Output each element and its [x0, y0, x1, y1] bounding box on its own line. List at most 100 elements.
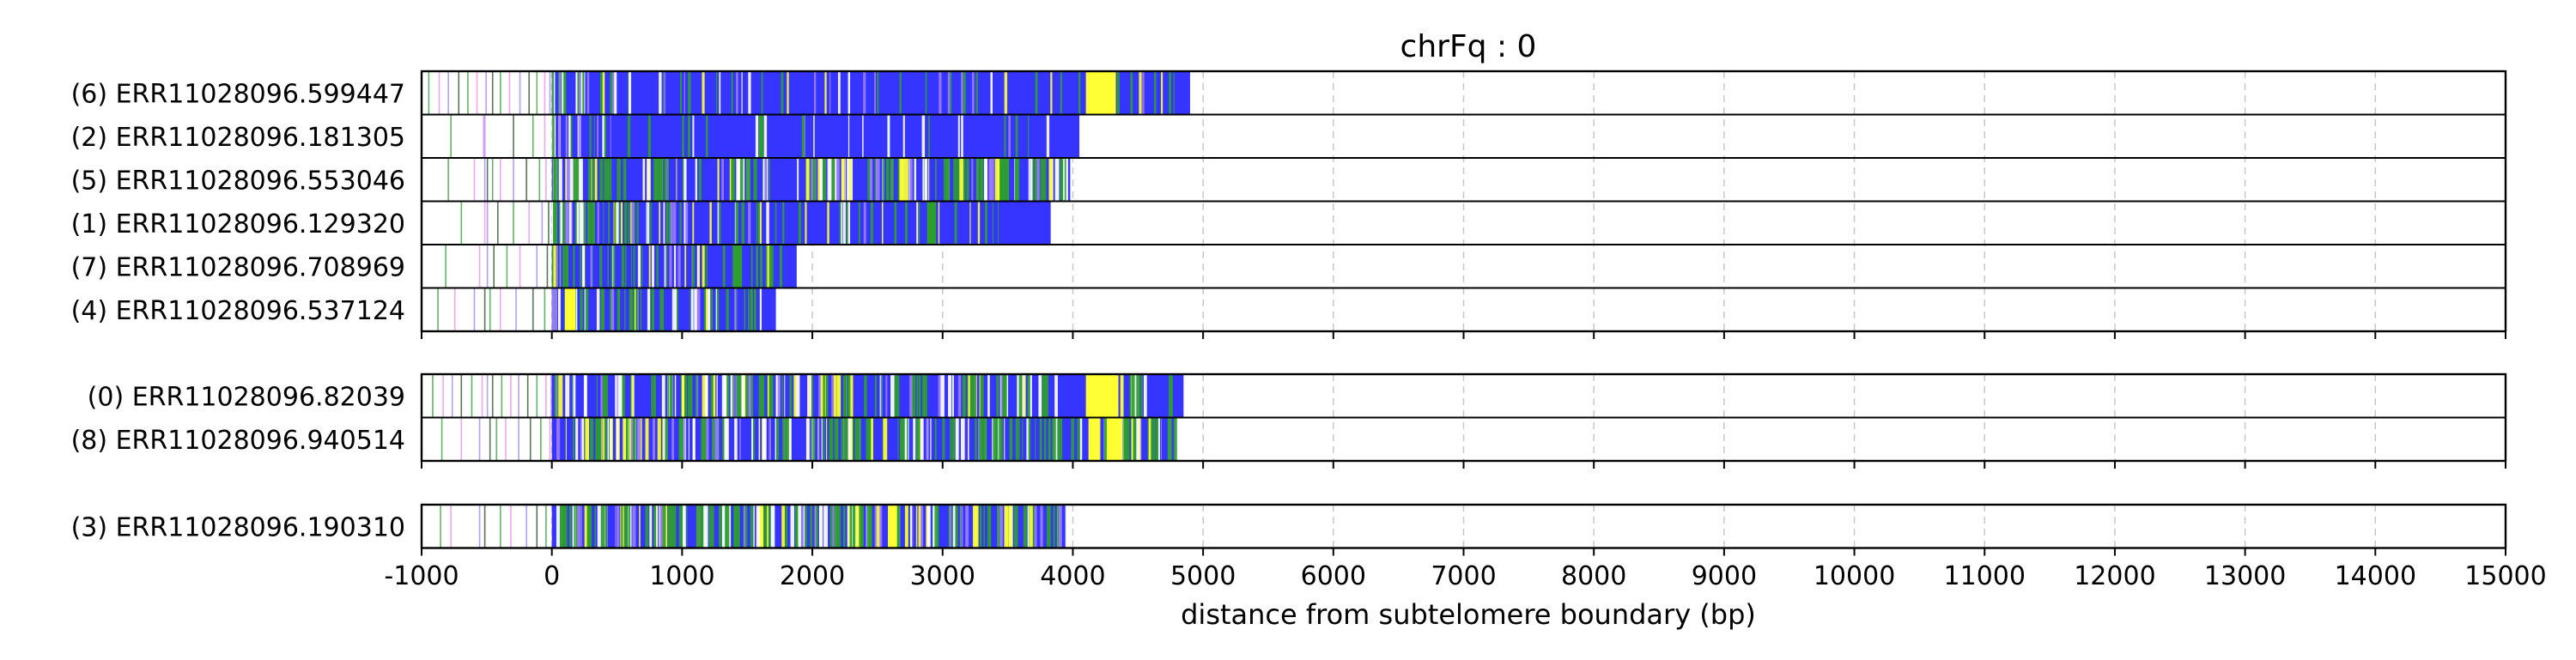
read-mark [870, 158, 873, 202]
read-mark [947, 71, 951, 115]
read-mark [590, 245, 592, 288]
read-mark [432, 374, 434, 418]
read-mark [1061, 417, 1063, 461]
read-mark [1002, 374, 1007, 418]
read-mark [980, 158, 982, 202]
read-mark [637, 288, 639, 331]
read-row [450, 114, 1080, 158]
read-mark [550, 374, 552, 418]
read-mark [701, 505, 703, 548]
read-mark [526, 158, 527, 202]
read-mark [1058, 505, 1062, 548]
read-mark [805, 505, 807, 548]
read-mark [705, 374, 708, 418]
read-mark [761, 71, 763, 115]
read-mark [1034, 158, 1036, 202]
read-mark [953, 158, 957, 202]
read-mark [694, 288, 696, 331]
read-mark [1169, 71, 1172, 115]
read-mark [818, 505, 821, 548]
x-tick-label: 2000 [780, 561, 845, 591]
read-mark [762, 374, 765, 418]
read-label: (6) ERR11028096.599447 [71, 79, 405, 109]
read-mark [963, 417, 966, 461]
read-mark [1017, 374, 1019, 418]
read-mark [817, 417, 820, 461]
read-mark [744, 374, 746, 418]
read-mark [918, 505, 921, 548]
read-mark [623, 505, 629, 548]
read-mark [922, 374, 927, 418]
read-mark [624, 288, 626, 331]
read-mark [579, 71, 581, 115]
read-mark [698, 158, 702, 202]
read-mark [726, 417, 729, 461]
read-mark [1125, 417, 1130, 461]
read-mark [909, 158, 913, 202]
read-mark [1138, 417, 1141, 461]
read-mark [437, 288, 439, 331]
read-mark [578, 114, 580, 158]
read-mark [730, 374, 732, 418]
read-mark [782, 201, 785, 245]
read-mark [575, 288, 578, 331]
read-mark [584, 505, 587, 548]
read-mark [657, 158, 662, 202]
read-mark [621, 505, 623, 548]
read-mark [735, 374, 737, 418]
read-mark [602, 114, 605, 158]
read-mark [928, 505, 931, 548]
read-mark [849, 505, 852, 548]
read-mark [545, 158, 547, 202]
read-mark [489, 417, 491, 461]
read-row [440, 417, 1177, 461]
read-mark [491, 158, 494, 202]
read-mark [803, 505, 805, 548]
read-row [437, 288, 776, 331]
read-segment [551, 71, 1190, 115]
read-mark [608, 201, 611, 245]
read-label: (3) ERR11028096.190310 [71, 512, 405, 542]
read-mark [834, 417, 839, 461]
read-mark [1147, 417, 1150, 461]
read-mark [789, 374, 793, 418]
read-mark [576, 201, 580, 245]
read-mark [594, 505, 597, 548]
read-mark [924, 158, 928, 202]
read-mark [866, 417, 871, 461]
read-mark [560, 505, 562, 548]
read-mark [696, 374, 698, 418]
read-mark [1048, 417, 1051, 461]
read-mark [584, 417, 586, 461]
read-mark [604, 374, 608, 418]
read-label: (5) ERR11028096.553046 [71, 166, 405, 196]
read-mark [738, 505, 740, 548]
read-mark [599, 158, 604, 202]
read-mark [505, 417, 507, 461]
read-mark [686, 505, 688, 548]
read-mark [1004, 505, 1009, 548]
read-row [460, 201, 1051, 245]
read-mark [948, 374, 952, 418]
read-mark [748, 71, 751, 115]
read-mark [629, 505, 631, 548]
read-mark [557, 71, 560, 115]
read-mark [766, 158, 769, 202]
read-mark [665, 245, 668, 288]
read-mark [671, 374, 672, 418]
read-mark [918, 201, 920, 245]
read-mark [629, 201, 631, 245]
read-mark [473, 158, 476, 202]
read-mark [702, 374, 707, 418]
read-mark [562, 201, 566, 245]
read-mark [577, 114, 580, 158]
read-mark [798, 505, 802, 548]
read-mark [781, 374, 783, 418]
read-mark [667, 374, 671, 418]
read-label: (0) ERR11028096.82039 [88, 382, 405, 412]
read-mark [747, 374, 749, 418]
read-mark [885, 374, 888, 418]
read-mark [1133, 417, 1137, 461]
read-mark [777, 374, 781, 418]
read-mark [447, 158, 449, 202]
